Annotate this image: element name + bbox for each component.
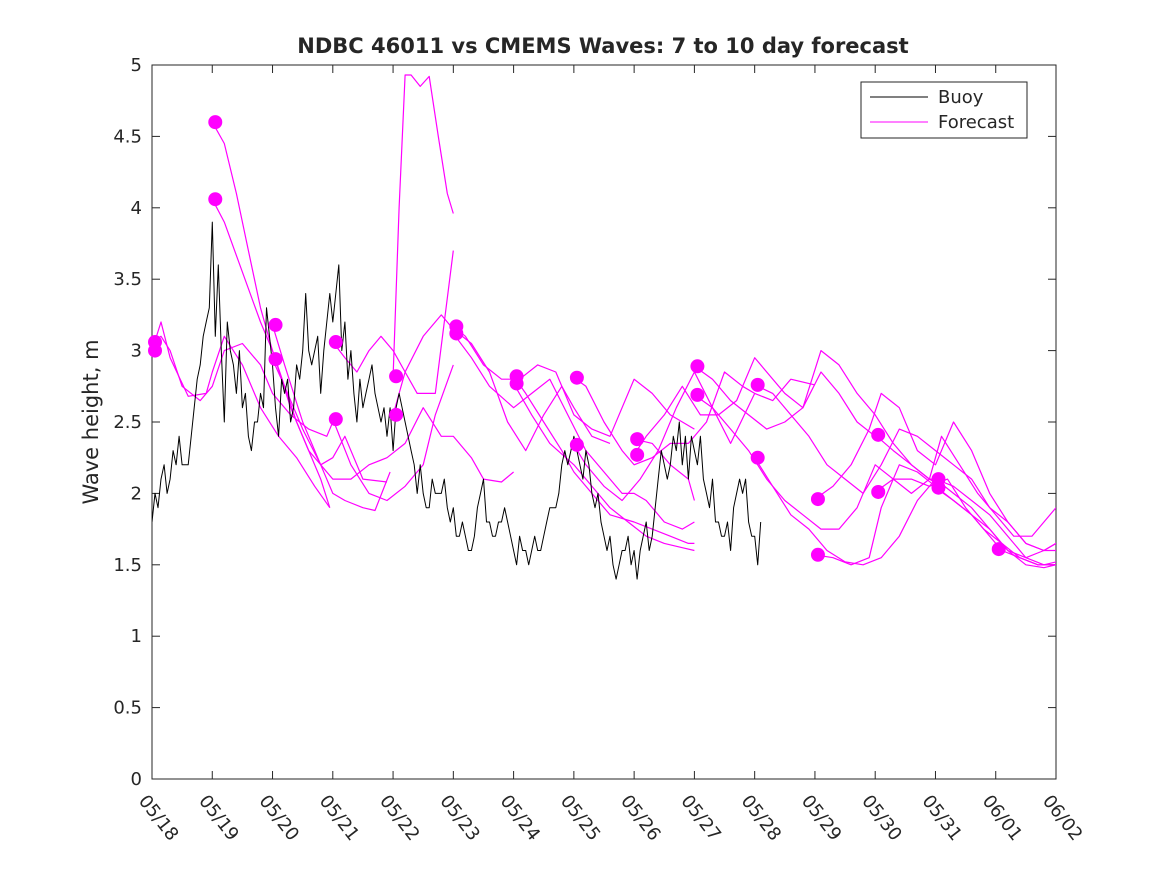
forecast-marker: [931, 480, 946, 495]
forecast-line: [814, 392, 1056, 552]
y-tick-label: 1: [131, 626, 142, 647]
y-tick-label: 1.5: [113, 555, 142, 576]
forecast-marker: [449, 326, 464, 341]
x-tick-label: 05/31: [918, 791, 966, 845]
forecast-line: [271, 324, 391, 512]
x-tick-label: 05/20: [255, 791, 303, 845]
forecast-marker: [148, 343, 163, 358]
y-tick-label: 2: [131, 483, 142, 504]
forecast-marker: [509, 376, 524, 391]
forecast-line: [271, 358, 514, 483]
forecast-marker: [750, 377, 765, 392]
forecast-line: [452, 325, 695, 437]
forecast-line: [452, 333, 695, 530]
y-tick-label: 4: [131, 198, 142, 219]
y-tick-label: 0.5: [113, 698, 142, 719]
series-group: [152, 74, 1056, 580]
y-tick-label: 3.5: [113, 269, 142, 290]
x-tick-label: 05/23: [435, 791, 483, 845]
chart-title: NDBC 46011 vs CMEMS Waves: 7 to 10 day f…: [297, 34, 908, 58]
x-tick-label: 05/18: [134, 791, 182, 845]
forecast-marker: [389, 369, 404, 384]
forecast-marker: [630, 447, 645, 462]
legend: Buoy Forecast: [860, 81, 1028, 139]
buoy-line: [152, 221, 762, 580]
forecast-line: [754, 457, 1056, 566]
x-tick-label: 05/26: [616, 791, 664, 845]
forecast-line: [513, 375, 695, 545]
forecast-marker: [750, 450, 765, 465]
forecast-marker: [630, 432, 645, 447]
forecast-line: [874, 478, 1056, 566]
forecast-line: [211, 121, 331, 508]
forecast-line: [694, 350, 936, 480]
forecast-line: [573, 371, 756, 502]
legend-box: [860, 81, 1028, 139]
forecast-marker: [208, 115, 223, 130]
legend-buoy-label: Buoy: [938, 87, 984, 108]
forecast-marker: [389, 407, 404, 422]
y-tick-label: 4.5: [113, 126, 142, 147]
forecast-marker: [268, 317, 283, 332]
x-tick-label: 05/28: [737, 791, 785, 845]
y-axis-label: Wave height, m: [79, 339, 103, 504]
forecast-marker: [871, 484, 886, 499]
forecast-line: [392, 74, 454, 377]
forecast-marker: [690, 387, 705, 402]
x-tick-label: 05/27: [676, 791, 724, 845]
x-tick-label: 05/30: [857, 791, 905, 845]
forecast-marker: [328, 412, 343, 427]
forecast-marker: [810, 547, 825, 562]
x-tick-label: 05/19: [194, 791, 242, 845]
x-tick-label: 06/02: [1038, 791, 1086, 845]
forecast-line: [332, 364, 454, 502]
x-tick-label: 05/25: [556, 791, 604, 845]
forecast-line: [874, 434, 1056, 537]
forecast-line: [392, 314, 611, 452]
forecast-marker: [690, 359, 705, 374]
x-tick-label: 05/22: [375, 791, 423, 845]
forecast-line: [573, 371, 816, 466]
forecast-marker: [569, 437, 584, 452]
x-tick-label: 05/21: [315, 791, 363, 845]
forecast-marker: [208, 192, 223, 207]
forecast-line: [211, 198, 388, 483]
forecast-marker: [991, 542, 1006, 557]
forecast-marker: [810, 492, 825, 507]
forecast-line: [935, 478, 1056, 559]
forecast-line: [332, 250, 454, 394]
forecast-line: [633, 357, 876, 456]
forecast-marker: [871, 427, 886, 442]
x-tick-label: 05/24: [496, 791, 544, 845]
forecast-line: [694, 394, 942, 530]
legend-forecast-label: Forecast: [938, 112, 1014, 133]
y-tick-label: 5: [131, 55, 142, 76]
y-tick-label: 3: [131, 341, 142, 362]
y-tick-label: 2.5: [113, 412, 142, 433]
forecast-line: [152, 321, 331, 509]
forecast-marker: [569, 370, 584, 385]
forecast-line: [152, 335, 334, 437]
x-tick-label: 06/01: [978, 791, 1026, 845]
forecast-marker: [328, 335, 343, 350]
forecast-line: [513, 383, 695, 552]
y-tick-label: 0: [131, 769, 142, 790]
x-tick-label: 05/29: [797, 791, 845, 845]
forecast-marker: [268, 352, 283, 367]
